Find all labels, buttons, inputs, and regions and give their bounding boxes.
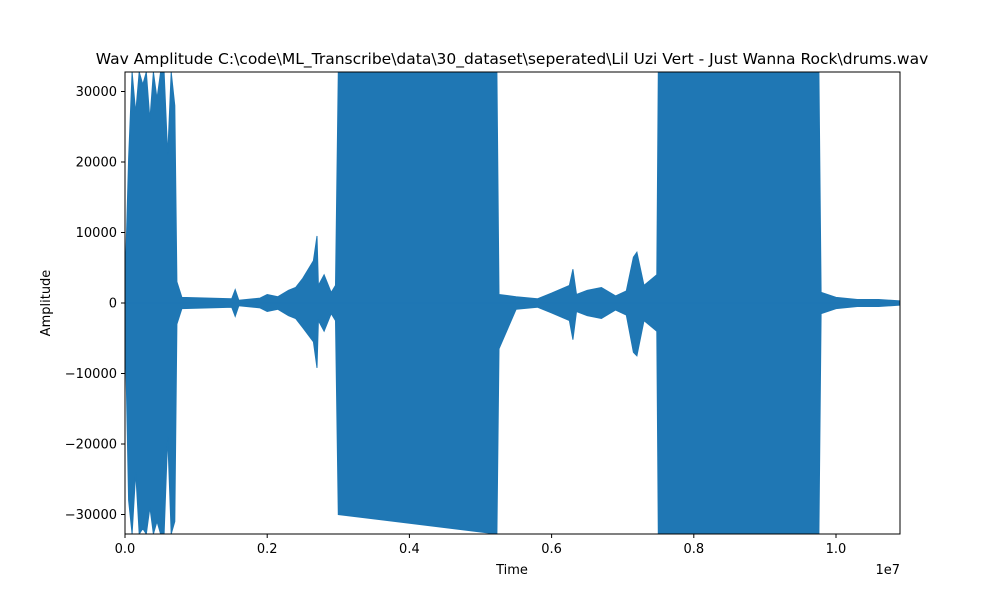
x-tick-label: 0.6 xyxy=(541,542,562,557)
y-tick-label: 20000 xyxy=(76,156,117,171)
y-axis: −30000 −20000 −10000 0 10000 20000 30000 xyxy=(65,85,125,523)
y-tick-label: −30000 xyxy=(65,508,117,523)
y-tick-label: 10000 xyxy=(76,226,117,241)
x-axis: 0.0 0.2 0.4 0.6 0.8 1.0 xyxy=(115,534,847,557)
y-tick-label: −20000 xyxy=(65,437,117,452)
y-tick-label: −10000 xyxy=(65,367,117,382)
y-tick-label: 30000 xyxy=(76,85,117,100)
x-tick-label: 0.2 xyxy=(257,542,278,557)
chart-title: Wav Amplitude C:\code\ML_Transcribe\data… xyxy=(96,50,929,69)
x-tick-label: 1.0 xyxy=(826,542,847,557)
x-tick-label: 0.8 xyxy=(683,542,704,557)
plot-area xyxy=(125,72,900,534)
y-tick-label: 0 xyxy=(109,296,117,311)
x-axis-offset-text: 1e7 xyxy=(875,563,900,578)
x-axis-label: Time xyxy=(495,563,528,578)
y-axis-label: Amplitude xyxy=(39,270,54,337)
x-tick-label: 0.0 xyxy=(115,542,136,557)
x-tick-label: 0.4 xyxy=(399,542,420,557)
